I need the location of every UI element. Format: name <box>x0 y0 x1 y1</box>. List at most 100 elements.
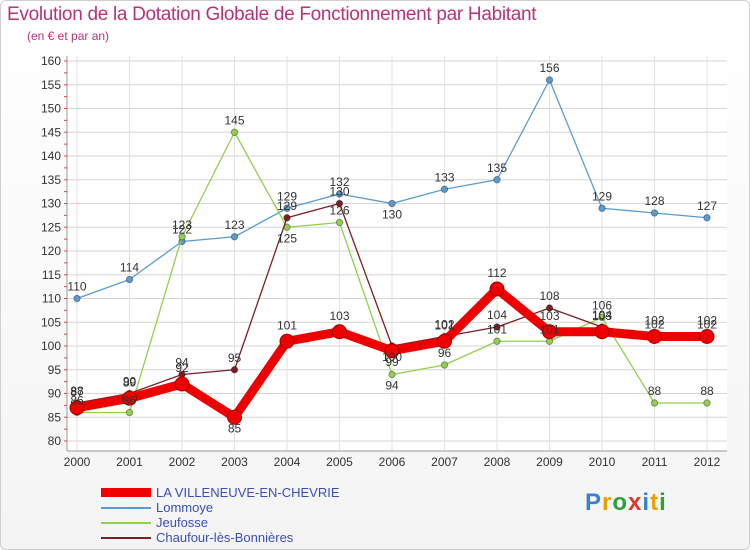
data-point <box>332 324 347 340</box>
data-label: 85 <box>228 421 242 435</box>
data-label: 106 <box>592 299 612 313</box>
data-label: 125 <box>277 231 297 245</box>
data-point <box>178 233 186 241</box>
data-point <box>69 400 85 416</box>
legend-swatch-jeufosse <box>101 522 151 524</box>
data-point <box>545 76 554 84</box>
logo-letter: i <box>642 489 651 516</box>
data-label: 88 <box>648 384 662 398</box>
data-point <box>230 128 239 136</box>
data-label: 129 <box>592 189 612 203</box>
data-label: 123 <box>172 218 192 232</box>
data-label: 96 <box>438 346 452 360</box>
data-label: 100 <box>382 350 402 364</box>
data-label: 87 <box>70 385 84 399</box>
data-point <box>493 323 501 331</box>
legend-label-lommoye: Lommoye <box>156 500 214 515</box>
data-point <box>125 408 134 417</box>
data-label: 102 <box>434 318 454 332</box>
data-point <box>650 209 659 217</box>
data-label: 129 <box>277 189 297 203</box>
data-label: 103 <box>329 309 349 323</box>
data-label: 95 <box>228 351 242 365</box>
data-point <box>335 199 344 208</box>
data-label: 130 <box>382 208 402 222</box>
data-point <box>545 304 554 312</box>
x-tick-label: 2004 <box>274 455 301 469</box>
data-label: 110 <box>67 280 86 294</box>
data-label: 99 <box>385 355 399 369</box>
y-tick-label: 140 <box>41 149 61 163</box>
data-point <box>283 214 291 222</box>
data-label: 101 <box>487 322 507 336</box>
data-label: 86 <box>70 394 84 408</box>
data-label: 130 <box>329 185 349 199</box>
data-point <box>598 204 606 212</box>
data-point <box>594 324 610 340</box>
y-tick-label: 160 <box>41 54 61 68</box>
logo-letter: r <box>602 489 613 516</box>
data-label: 103 <box>592 309 612 323</box>
chart-title: Evolution de la Dotation Globale de Fonc… <box>7 4 537 25</box>
data-point <box>384 343 400 359</box>
data-label: 108 <box>539 289 559 303</box>
data-label: 128 <box>644 194 664 208</box>
data-point <box>493 176 501 184</box>
data-label: 156 <box>539 61 559 75</box>
y-tick-label: 115 <box>42 268 61 282</box>
data-point <box>230 233 239 241</box>
data-label: 102 <box>644 318 664 332</box>
y-tick-label: 150 <box>41 102 61 116</box>
logo-letter: P <box>585 489 603 516</box>
data-label: 114 <box>120 261 139 275</box>
data-label: 145 <box>224 113 244 127</box>
data-point <box>388 199 396 208</box>
legend-swatch-lommoye <box>101 507 151 509</box>
data-point <box>598 313 606 322</box>
data-label: 101 <box>277 318 297 332</box>
x-tick-label: 2006 <box>379 455 406 469</box>
x-tick-label: 2012 <box>694 455 721 469</box>
data-label: 129 <box>277 199 297 213</box>
data-point <box>283 204 291 212</box>
data-point <box>335 218 344 227</box>
proxiti-logo: Proxiti <box>585 489 667 517</box>
x-tick-label: 2009 <box>536 455 563 469</box>
y-tick-label: 105 <box>41 315 61 329</box>
data-point <box>699 329 715 344</box>
data-point <box>647 329 662 344</box>
data-point <box>174 376 190 392</box>
data-point <box>493 337 501 345</box>
data-label: 90 <box>123 375 137 389</box>
y-tick-label: 110 <box>42 292 61 306</box>
data-label: 86 <box>123 394 137 408</box>
data-point <box>335 190 344 198</box>
data-label: 135 <box>487 161 507 175</box>
data-point <box>279 333 295 349</box>
x-tick-label: 2002 <box>169 455 196 469</box>
data-label: 127 <box>697 199 717 213</box>
data-point <box>542 324 557 340</box>
data-label: 88 <box>70 384 84 398</box>
data-label: 88 <box>700 384 714 398</box>
data-point <box>489 281 505 297</box>
y-tick-label: 90 <box>48 387 62 401</box>
data-label: 104 <box>592 308 612 322</box>
x-tick-label: 2010 <box>589 455 616 469</box>
legend-label-villeneuve: LA VILLENEUVE-EN-CHEVRIE <box>156 485 340 500</box>
data-point <box>440 185 449 193</box>
data-point <box>703 214 711 222</box>
data-point <box>650 399 659 407</box>
data-label: 123 <box>224 218 244 232</box>
data-label: 126 <box>329 204 349 218</box>
x-tick-label: 2005 <box>326 455 353 469</box>
data-label: 94 <box>175 356 189 370</box>
y-tick-label: 155 <box>41 78 61 92</box>
data-point <box>122 390 137 406</box>
legend-swatch-chaufour <box>101 537 151 539</box>
logo-letter: o <box>612 489 629 516</box>
x-tick-label: 2008 <box>484 455 511 469</box>
data-point <box>388 370 396 379</box>
data-point <box>440 361 449 369</box>
